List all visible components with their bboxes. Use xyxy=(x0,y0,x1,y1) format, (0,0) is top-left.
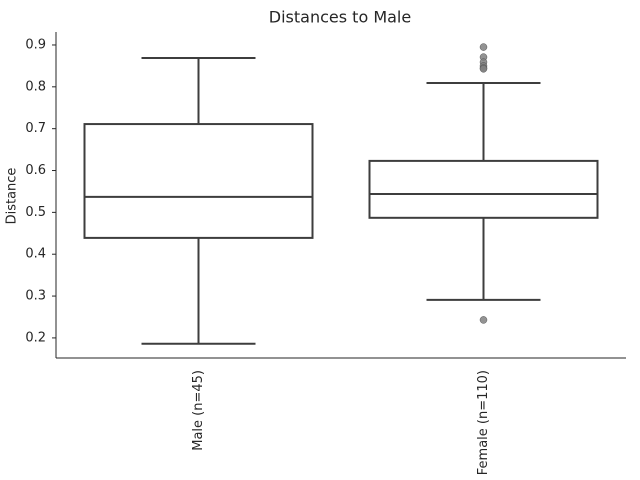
y-tick-label: 0.7 xyxy=(25,121,46,136)
chart-title: Distances to Male xyxy=(269,8,411,27)
x-tick-label: Female (n=110) xyxy=(476,370,491,475)
y-tick-label: 0.5 xyxy=(25,205,46,220)
y-tick-label: 0.2 xyxy=(25,330,46,345)
y-tick-label: 0.8 xyxy=(25,79,46,94)
y-tick-label: 0.3 xyxy=(25,289,46,304)
x-tick-label: Male (n=45) xyxy=(191,370,206,451)
box xyxy=(83,123,314,239)
outlier xyxy=(479,316,488,324)
y-tick-label: 0.6 xyxy=(25,163,46,178)
outlier xyxy=(479,65,488,73)
y-tick-label: 0.4 xyxy=(25,247,46,262)
y-axis-label: Distance xyxy=(5,168,20,225)
box xyxy=(368,159,599,219)
y-tick-label: 0.9 xyxy=(25,37,46,52)
outlier xyxy=(479,43,488,51)
